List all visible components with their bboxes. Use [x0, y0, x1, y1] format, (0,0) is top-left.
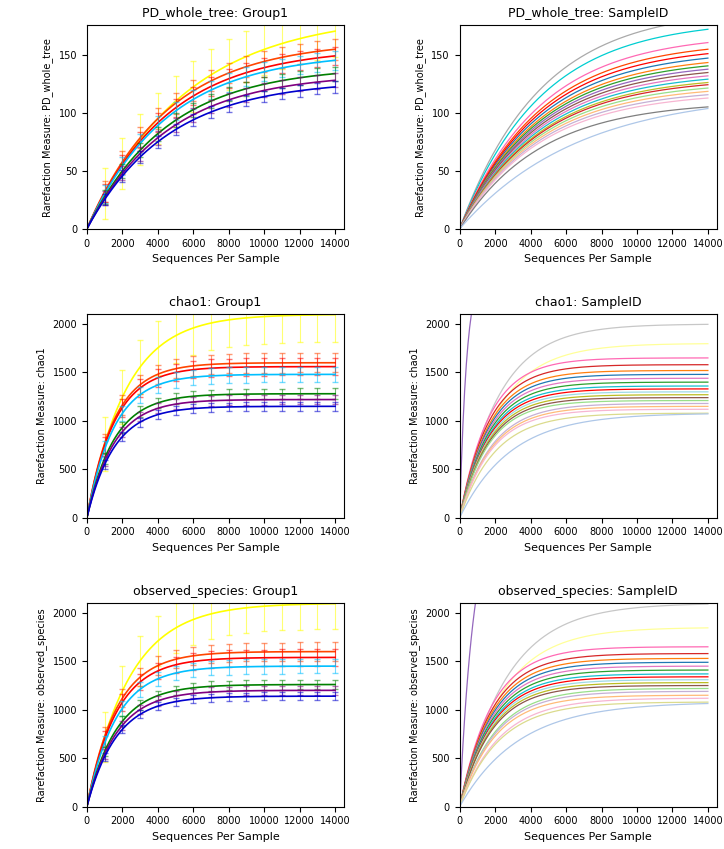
Y-axis label: Rarefaction Measure: chao1: Rarefaction Measure: chao1	[37, 348, 47, 484]
X-axis label: Sequences Per Sample: Sequences Per Sample	[151, 543, 279, 553]
Y-axis label: Rarefaction Measure: observed_species: Rarefaction Measure: observed_species	[409, 608, 420, 801]
Title: PD_whole_tree: Group1: PD_whole_tree: Group1	[143, 7, 288, 20]
Y-axis label: Rarefaction Measure: observed_species: Rarefaction Measure: observed_species	[36, 608, 47, 801]
X-axis label: Sequences Per Sample: Sequences Per Sample	[524, 832, 652, 842]
X-axis label: Sequences Per Sample: Sequences Per Sample	[524, 254, 652, 264]
X-axis label: Sequences Per Sample: Sequences Per Sample	[151, 254, 279, 264]
Title: chao1: Group1: chao1: Group1	[169, 296, 261, 309]
Y-axis label: Rarefaction Measure: PD_whole_tree: Rarefaction Measure: PD_whole_tree	[42, 37, 53, 216]
X-axis label: Sequences Per Sample: Sequences Per Sample	[524, 543, 652, 553]
X-axis label: Sequences Per Sample: Sequences Per Sample	[151, 832, 279, 842]
Title: PD_whole_tree: SampleID: PD_whole_tree: SampleID	[508, 7, 668, 20]
Title: observed_species: SampleID: observed_species: SampleID	[498, 585, 678, 598]
Y-axis label: Rarefaction Measure: chao1: Rarefaction Measure: chao1	[410, 348, 420, 484]
Y-axis label: Rarefaction Measure: PD_whole_tree: Rarefaction Measure: PD_whole_tree	[415, 37, 426, 216]
Title: chao1: SampleID: chao1: SampleID	[535, 296, 641, 309]
Title: observed_species: Group1: observed_species: Group1	[132, 585, 298, 598]
